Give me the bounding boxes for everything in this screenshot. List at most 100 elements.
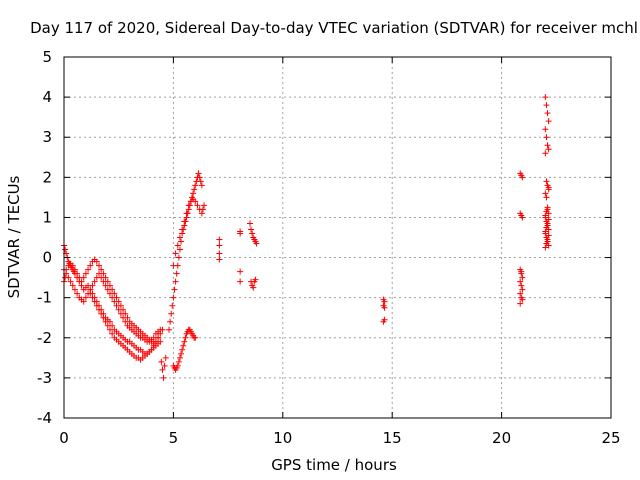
grid bbox=[64, 57, 611, 418]
data-point bbox=[170, 262, 177, 269]
y-tick-label: 3 bbox=[42, 128, 52, 146]
data-point bbox=[194, 202, 201, 209]
data-point bbox=[69, 262, 76, 269]
data-point bbox=[109, 286, 116, 293]
y-tick-label: 1 bbox=[42, 208, 52, 226]
data-point bbox=[542, 126, 549, 133]
data-point bbox=[171, 286, 178, 293]
data-point bbox=[174, 242, 181, 249]
data-point bbox=[197, 178, 204, 185]
data-point bbox=[162, 354, 169, 361]
data-point bbox=[167, 318, 174, 325]
data-point bbox=[104, 278, 111, 285]
data-point bbox=[87, 262, 94, 269]
data-point bbox=[176, 234, 183, 241]
data-point bbox=[80, 274, 87, 281]
data-point bbox=[216, 236, 223, 243]
data-point bbox=[517, 290, 524, 297]
data-point bbox=[96, 306, 103, 313]
data-point bbox=[518, 268, 525, 275]
data-point bbox=[179, 226, 186, 233]
data-point bbox=[62, 274, 69, 281]
data-point bbox=[80, 298, 87, 305]
data-point bbox=[544, 142, 551, 149]
data-point bbox=[160, 374, 167, 381]
data-point bbox=[91, 278, 98, 285]
data-point bbox=[87, 290, 94, 297]
data-point bbox=[519, 286, 526, 293]
data-point bbox=[98, 266, 105, 273]
data-point bbox=[381, 298, 388, 305]
data-point bbox=[106, 282, 113, 289]
data-point bbox=[179, 346, 186, 353]
data-point bbox=[169, 302, 176, 309]
data-point bbox=[67, 278, 74, 285]
data-point bbox=[172, 278, 179, 285]
data-point bbox=[89, 282, 96, 289]
data-point bbox=[250, 284, 257, 291]
x-tick-label: 0 bbox=[59, 429, 69, 447]
y-tick-label: -1 bbox=[37, 289, 52, 307]
data-point bbox=[159, 366, 166, 373]
data-point bbox=[181, 338, 188, 345]
data-point bbox=[117, 302, 124, 309]
data-point bbox=[545, 118, 552, 125]
data-point bbox=[102, 274, 109, 281]
data-point bbox=[545, 232, 552, 239]
data-point bbox=[122, 310, 129, 317]
y-tick-label: -3 bbox=[37, 369, 52, 387]
data-point bbox=[216, 242, 223, 249]
data-point bbox=[542, 94, 549, 101]
data-point bbox=[104, 322, 111, 329]
data-point bbox=[543, 134, 550, 141]
data-point bbox=[517, 300, 524, 307]
data-point bbox=[166, 326, 173, 333]
data-point bbox=[381, 304, 388, 311]
data-point bbox=[182, 334, 189, 341]
data-point bbox=[237, 268, 244, 275]
data-point bbox=[519, 214, 526, 221]
data-point bbox=[543, 224, 550, 231]
data-point bbox=[192, 198, 199, 205]
data-point bbox=[190, 190, 197, 197]
data-point bbox=[161, 362, 168, 369]
data-point bbox=[543, 240, 550, 247]
data-point bbox=[96, 262, 103, 269]
data-point bbox=[381, 316, 388, 323]
x-tick-label: 25 bbox=[601, 429, 620, 447]
data-point bbox=[62, 246, 69, 253]
y-tick-label: -4 bbox=[37, 409, 52, 427]
data-point bbox=[542, 228, 549, 235]
data-point bbox=[519, 296, 526, 303]
data-point bbox=[544, 204, 551, 211]
y-tick-label: -2 bbox=[37, 329, 52, 347]
data-point bbox=[89, 294, 96, 301]
data-point bbox=[237, 230, 244, 237]
data-point bbox=[168, 310, 175, 317]
data-point bbox=[543, 208, 550, 215]
data-point bbox=[176, 246, 183, 253]
data-point bbox=[78, 278, 85, 285]
data-point bbox=[545, 216, 552, 223]
data-point bbox=[173, 270, 180, 277]
data-point bbox=[517, 278, 524, 285]
data-point bbox=[158, 358, 165, 365]
data-point bbox=[246, 220, 253, 227]
y-tick-label: 2 bbox=[42, 168, 52, 186]
data-point bbox=[93, 302, 100, 309]
data-point bbox=[248, 226, 255, 233]
data-point bbox=[157, 338, 164, 345]
data-point bbox=[183, 210, 190, 217]
y-tick-label: 4 bbox=[42, 88, 52, 106]
data-point bbox=[518, 282, 525, 289]
data-point bbox=[216, 256, 223, 263]
data-point bbox=[71, 286, 78, 293]
data-point bbox=[542, 190, 549, 197]
data-point bbox=[185, 202, 192, 209]
data-point bbox=[543, 102, 550, 109]
data-point bbox=[544, 110, 551, 117]
data-point bbox=[111, 290, 118, 297]
x-tick-label: 15 bbox=[383, 429, 402, 447]
data-point bbox=[542, 244, 549, 251]
